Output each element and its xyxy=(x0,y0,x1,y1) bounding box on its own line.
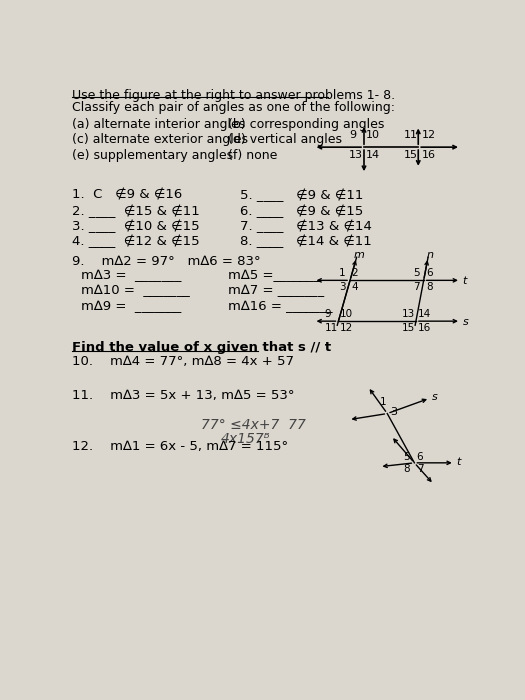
Text: 16: 16 xyxy=(418,323,432,332)
Text: 14: 14 xyxy=(366,150,381,160)
Text: 4: 4 xyxy=(352,282,358,292)
Text: 2. ____  ∉15 & ∉11: 2. ____ ∉15 & ∉11 xyxy=(72,204,200,218)
Text: 2: 2 xyxy=(352,268,358,278)
Text: 3: 3 xyxy=(339,282,346,292)
Text: 1: 1 xyxy=(380,397,386,407)
Text: 1.  C   ∉9 & ∉16: 1. C ∉9 & ∉16 xyxy=(72,189,182,202)
Text: 4x157ᴮ: 4x157ᴮ xyxy=(220,432,270,446)
Text: 10.    m∆4 = 77°, m∆8 = 4x + 57: 10. m∆4 = 77°, m∆8 = 4x + 57 xyxy=(72,355,294,368)
Text: t: t xyxy=(456,456,460,467)
Text: m∆5 =_______: m∆5 =_______ xyxy=(228,269,320,282)
Text: Classify each pair of angles as one of the following:: Classify each pair of angles as one of t… xyxy=(72,101,395,114)
Text: 77° ≤4x+7  77: 77° ≤4x+7 77 xyxy=(201,418,306,432)
Text: 11: 11 xyxy=(324,323,338,332)
Text: (f) none: (f) none xyxy=(228,148,278,162)
Text: 16: 16 xyxy=(422,150,435,160)
Text: 12.    m∆1 = 6x - 5, m∆7 = 115°: 12. m∆1 = 6x - 5, m∆7 = 115° xyxy=(72,440,288,453)
Text: 7: 7 xyxy=(417,464,423,475)
Text: m∆9 =  _______: m∆9 = _______ xyxy=(81,300,181,313)
Text: 8: 8 xyxy=(426,282,433,292)
Text: 6: 6 xyxy=(426,268,433,278)
Text: (b) corresponding angles: (b) corresponding angles xyxy=(228,118,385,131)
Text: 6: 6 xyxy=(417,452,423,462)
Text: 7: 7 xyxy=(413,282,419,292)
Text: 12: 12 xyxy=(422,130,435,140)
Text: Use the figure at the right to answer problems 1- 8.: Use the figure at the right to answer pr… xyxy=(72,89,395,102)
Text: 9: 9 xyxy=(324,309,331,318)
Text: 11.    m∆3 = 5x + 13, m∆5 = 53°: 11. m∆3 = 5x + 13, m∆5 = 53° xyxy=(72,389,295,402)
Text: 8. ____   ∉14 & ∉11: 8. ____ ∉14 & ∉11 xyxy=(240,235,372,248)
Text: 9: 9 xyxy=(349,130,356,140)
Text: m: m xyxy=(353,250,364,260)
Text: (a) alternate interior angles: (a) alternate interior angles xyxy=(72,118,245,131)
Text: Find the value of x given that s // t: Find the value of x given that s // t xyxy=(72,341,331,354)
Text: 9.    m∆2 = 97°   m∆6 = 83°: 9. m∆2 = 97° m∆6 = 83° xyxy=(72,255,260,268)
Text: (d) vertical angles: (d) vertical angles xyxy=(228,133,342,146)
Text: 1: 1 xyxy=(339,268,346,278)
Text: 13: 13 xyxy=(349,150,363,160)
Text: 15: 15 xyxy=(404,150,418,160)
Text: m∆10 =  _______: m∆10 = _______ xyxy=(81,284,190,298)
Text: 10: 10 xyxy=(366,130,380,140)
Text: s: s xyxy=(463,316,468,326)
Text: m∆7 = _______: m∆7 = _______ xyxy=(228,284,324,298)
Text: s: s xyxy=(432,392,437,402)
Text: 15: 15 xyxy=(402,323,415,332)
Text: 11: 11 xyxy=(404,130,418,140)
Text: (e) supplementary angles: (e) supplementary angles xyxy=(72,148,233,162)
Text: 7. ____   ∉13 & ∉14: 7. ____ ∉13 & ∉14 xyxy=(240,220,372,233)
Text: 14: 14 xyxy=(418,309,432,318)
Text: 4. ____  ∉12 & ∉15: 4. ____ ∉12 & ∉15 xyxy=(72,235,200,248)
Text: 5: 5 xyxy=(404,452,410,462)
Text: 3: 3 xyxy=(391,407,397,417)
Text: n: n xyxy=(426,250,434,260)
Text: 13: 13 xyxy=(402,309,415,318)
Text: 10: 10 xyxy=(340,309,353,318)
Text: 8: 8 xyxy=(404,464,410,475)
Text: 5: 5 xyxy=(413,268,419,278)
Text: t: t xyxy=(463,276,467,286)
Text: (c) alternate exterior angles: (c) alternate exterior angles xyxy=(72,133,248,146)
Text: 6. ____   ∉9 & ∉15: 6. ____ ∉9 & ∉15 xyxy=(240,204,363,218)
Text: 12: 12 xyxy=(340,323,353,332)
Text: m∆3 =  _______: m∆3 = _______ xyxy=(81,269,182,282)
Text: 5. ____   ∉9 & ∉11: 5. ____ ∉9 & ∉11 xyxy=(240,189,363,202)
Text: 3. ____  ∉10 & ∉15: 3. ____ ∉10 & ∉15 xyxy=(72,220,200,233)
Text: m∆16 = _______: m∆16 = _______ xyxy=(228,300,333,313)
